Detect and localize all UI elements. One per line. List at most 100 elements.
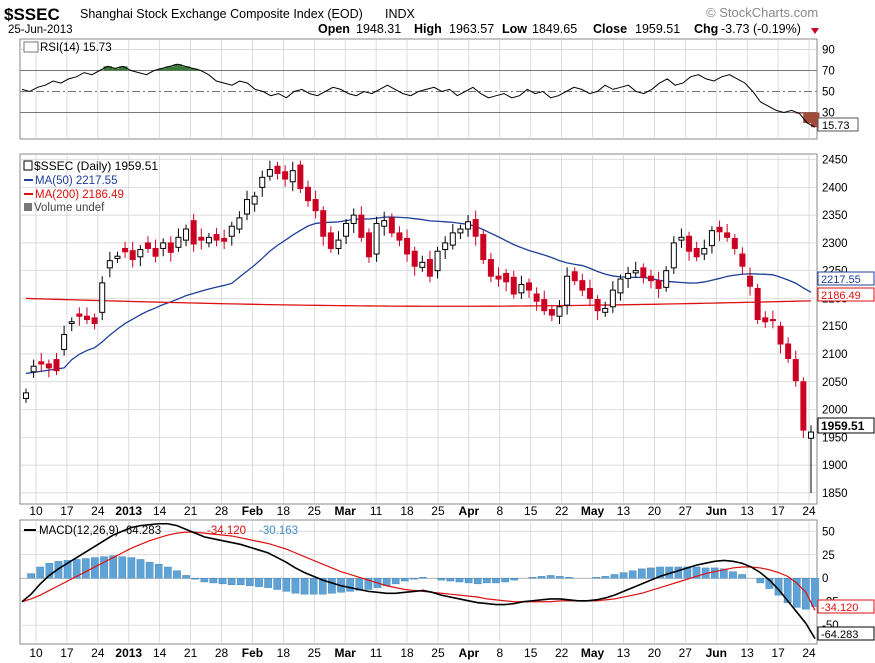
macd-histogram-bar: [546, 575, 555, 579]
ma200-legend: MA(200) 2186.49: [35, 189, 124, 201]
candle-body: [76, 313, 83, 317]
grid: [35, 39, 810, 644]
macd-histogram-bar: [446, 578, 455, 582]
candle-body: [106, 260, 113, 269]
macd-histogram-bar: [182, 575, 190, 579]
candle-body: [114, 255, 121, 259]
candle-body: [167, 242, 174, 253]
x-tick-label: Apr: [459, 646, 480, 660]
macd-histogram-bar: [647, 567, 655, 579]
candle-body: [495, 275, 502, 280]
rsi-overbought-fill: [103, 66, 113, 71]
low-label: Low: [502, 22, 527, 36]
macd-histogram-bar: [209, 578, 218, 584]
macd-histogram-bar: [510, 578, 519, 581]
price-y-tick: 2300: [822, 238, 848, 250]
x-tick-label: 14: [153, 646, 167, 660]
macd-histogram-bar: [273, 578, 282, 590]
ma50-line: [25, 216, 812, 375]
candle-body: [579, 280, 586, 291]
candle-body: [716, 226, 723, 233]
macd-histogram-bar: [555, 576, 564, 579]
candle-body: [282, 171, 289, 180]
open-label: Open: [318, 22, 350, 36]
candle-body: [259, 176, 266, 188]
candle-body: [152, 247, 159, 257]
macd-plot: [20, 522, 819, 640]
x-tick-label: 25: [431, 646, 445, 660]
macd-histogram-bar: [346, 578, 354, 592]
candle-body: [396, 232, 403, 241]
macd-histogram-bar: [501, 578, 509, 583]
candle-body: [571, 271, 578, 282]
candle-body: [183, 228, 190, 241]
ma50-tag-text: 2217.55: [821, 274, 861, 286]
candle-body: [205, 236, 212, 244]
x-tick-label: 13: [617, 504, 631, 518]
candle-body: [526, 282, 533, 291]
candle-body: [792, 359, 799, 382]
candle-body: [655, 280, 662, 289]
ma200-tag: [817, 287, 875, 302]
close-tag-text: 1959.51: [821, 419, 865, 433]
macd-histogram-bar: [91, 557, 99, 579]
x-tick-label: 27: [679, 646, 693, 660]
rsi-tag: [817, 117, 859, 132]
x-tick-label: May: [581, 646, 605, 660]
price-legend: $SSEC (Daily) 1959.51: [34, 159, 158, 173]
macd-histogram-bar: [437, 578, 446, 581]
ma200-tag-text: 2186.49: [821, 290, 861, 302]
x-tick-label: 17: [60, 646, 74, 660]
candle-body: [365, 232, 372, 258]
macd-histogram-bar: [656, 566, 664, 579]
axes: 10101717242420132013141421212828FebFeb18…: [29, 45, 847, 661]
x-tick-label: 21: [184, 504, 198, 518]
x-tick-label: 28: [215, 504, 229, 518]
candle-body: [129, 250, 136, 261]
macd-histogram-bar: [318, 578, 327, 595]
candle-body: [632, 270, 639, 274]
x-tick-label: 11: [370, 646, 383, 660]
hist-legend: -30.163: [259, 525, 298, 537]
x-tick-label: 27: [679, 504, 693, 518]
macd-histogram-bar: [309, 578, 318, 595]
candle-body: [198, 236, 205, 241]
candle-body: [381, 220, 388, 227]
macd-histogram-bar: [36, 566, 45, 579]
macd-histogram-bar: [683, 566, 692, 579]
macd-histogram-bar: [154, 563, 163, 579]
x-tick-label: Feb: [242, 646, 263, 660]
close-label: Close: [593, 22, 627, 36]
price-y-tick: 1850: [822, 488, 848, 500]
candle-body: [411, 250, 418, 267]
macd-histogram-bar: [191, 578, 200, 580]
macd-histogram-bar: [729, 571, 737, 579]
brand: © StockCharts.com: [706, 5, 818, 20]
x-tick-label: 21: [184, 646, 198, 660]
index-name: Shanghai Stock Exchange Composite Index …: [80, 7, 363, 21]
candle-body: [724, 232, 731, 238]
x-tick-label: 13: [617, 646, 631, 660]
macd-histogram-bar: [300, 578, 309, 595]
signal-tag: [817, 599, 875, 614]
macd-histogram-bar: [100, 556, 108, 579]
rsi-overbought-fill: [189, 68, 198, 71]
candle-body: [312, 199, 319, 212]
x-tick-label: Feb: [242, 504, 263, 518]
price-y-tick: 1950: [822, 432, 848, 444]
candle-body: [670, 242, 677, 269]
open-value: 1948.31: [356, 22, 401, 36]
candle-body: [91, 317, 98, 324]
signal-tag-text: -34.120: [821, 602, 858, 614]
high-label: High: [414, 22, 442, 36]
x-tick-label: 24: [91, 646, 105, 660]
macd-y-tick: 25: [822, 550, 835, 562]
x-tick-label: 2013: [115, 646, 142, 660]
candle-body: [739, 253, 746, 267]
x-tick-label: 18: [400, 504, 414, 518]
candle-body: [137, 249, 144, 258]
rsi-line: [21, 63, 816, 128]
x-tick-label: 25: [308, 646, 322, 660]
close-tag: [817, 417, 875, 434]
x-tick-label: 24: [91, 504, 105, 518]
